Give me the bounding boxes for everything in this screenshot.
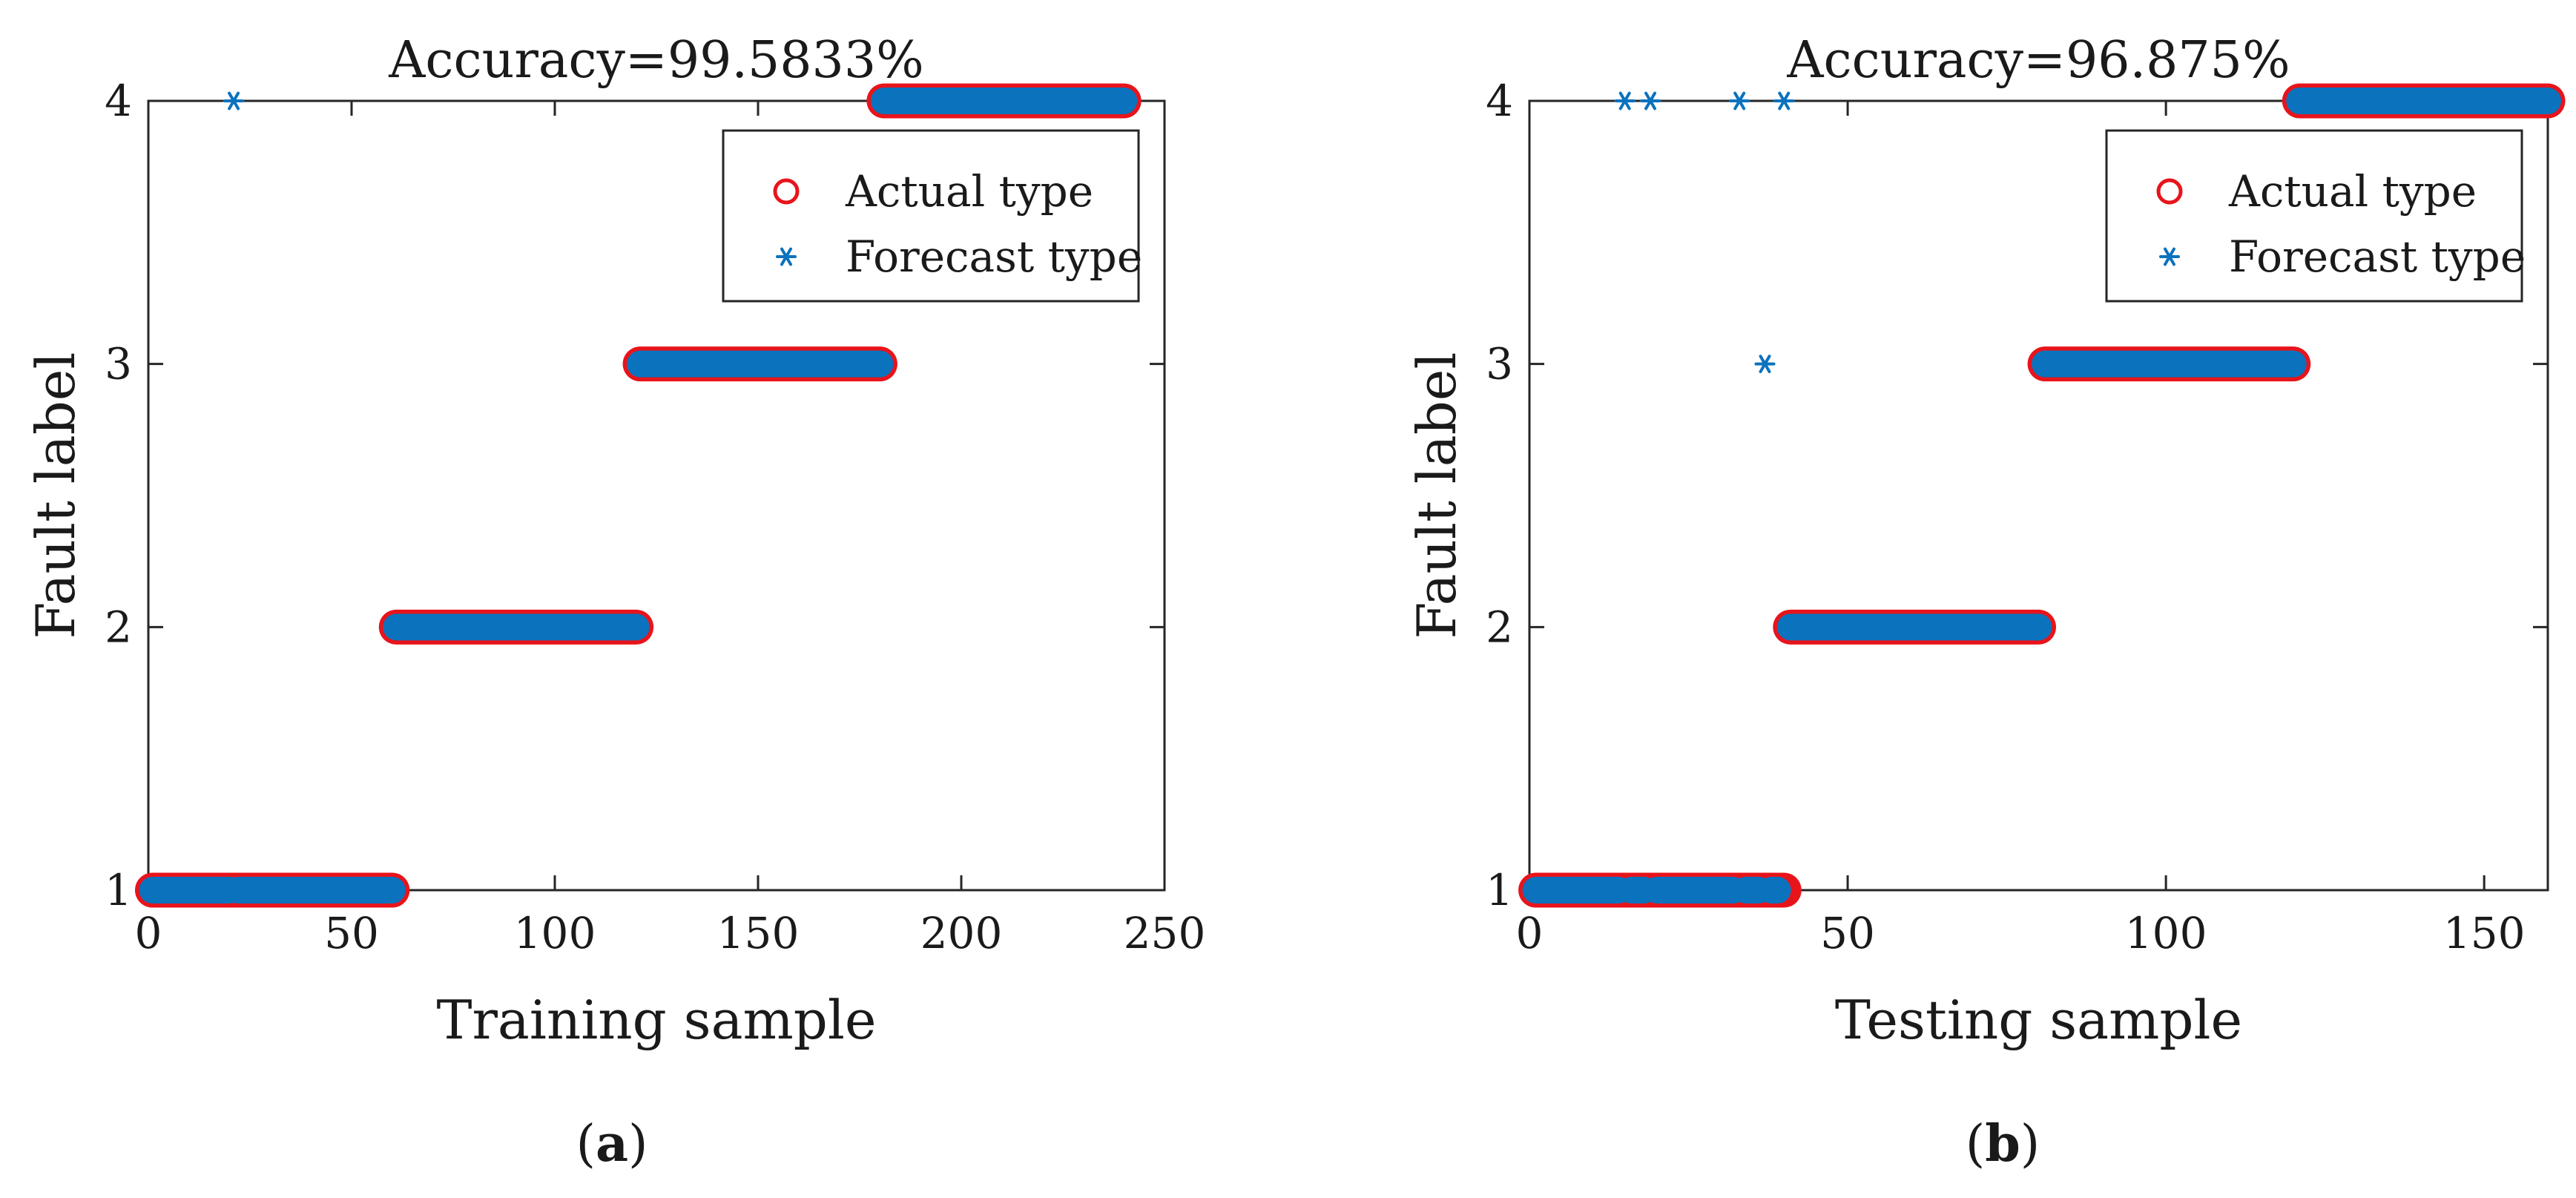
x-tick-label: 0 (135, 908, 162, 958)
axes-box (1528, 99, 2549, 892)
legend-label-forecast: Forecast type (2229, 231, 2526, 282)
legend-box (722, 129, 1140, 303)
panel-caption-letter: b (1985, 1114, 2020, 1174)
legend-label-forecast: Forecast type (846, 231, 1142, 282)
y-tick-label: 2 (105, 602, 132, 652)
x-tick-label: 50 (1820, 908, 1875, 958)
x-axis-label: Training sample (436, 989, 876, 1051)
y-tick-label: 4 (105, 76, 132, 126)
x-tick-label: 200 (920, 908, 1003, 958)
chart-title: Accuracy=96.875% (1786, 31, 2290, 90)
x-tick-label: 150 (717, 908, 800, 958)
x-axis-label: Testing sample (1835, 989, 2242, 1051)
forecast-point (1614, 91, 1635, 111)
x-tick-label: 150 (2443, 908, 2526, 958)
legend-box (2105, 129, 2523, 303)
forecast-point (1640, 91, 1661, 111)
legend-label-actual: Actual type (845, 166, 1093, 217)
y-tick-label: 4 (1486, 76, 1513, 126)
y-tick-label: 3 (105, 339, 132, 389)
chart-panel-a: 1 2 3 4 0 50 100 150 200 250 Accuracy=99.5833% Trai… (24, 31, 1205, 1174)
x-tick-label: 50 (324, 908, 379, 958)
y-tick-label: 2 (1486, 602, 1513, 652)
y-axis-label: Fault label (24, 352, 87, 639)
forecast-point (1729, 91, 1750, 111)
x-tick-label: 100 (2125, 908, 2207, 958)
forecast-point (1754, 355, 1776, 374)
legend-marker-forecast (776, 247, 797, 266)
chart-panel-b: 1 2 3 4 0 50 100 150 Accuracy=96.875% Testing sam… (1406, 31, 2566, 1174)
axes-box (147, 99, 1166, 892)
panel-caption: (b) (1966, 1114, 2040, 1174)
panel-caption: (a) (576, 1114, 648, 1174)
panel-caption-letter: a (596, 1114, 628, 1174)
x-tick-label: 0 (1516, 908, 1544, 958)
legend-marker-forecast (2159, 247, 2180, 266)
x-tick-label: 250 (1124, 908, 1206, 958)
y-tick-label: 1 (1486, 865, 1513, 915)
forecast-point (223, 91, 245, 111)
y-tick-label: 3 (1486, 339, 1513, 389)
y-axis-label: Fault label (1406, 352, 1468, 639)
chart-title: Accuracy=99.5833% (388, 31, 923, 90)
forecast-point (1773, 91, 1795, 111)
x-tick-label: 100 (514, 908, 596, 958)
y-tick-label: 1 (105, 865, 132, 915)
legend-marker-actual (773, 178, 800, 205)
legend-marker-actual (2156, 178, 2183, 205)
legend-label-actual: Actual type (2228, 166, 2477, 217)
